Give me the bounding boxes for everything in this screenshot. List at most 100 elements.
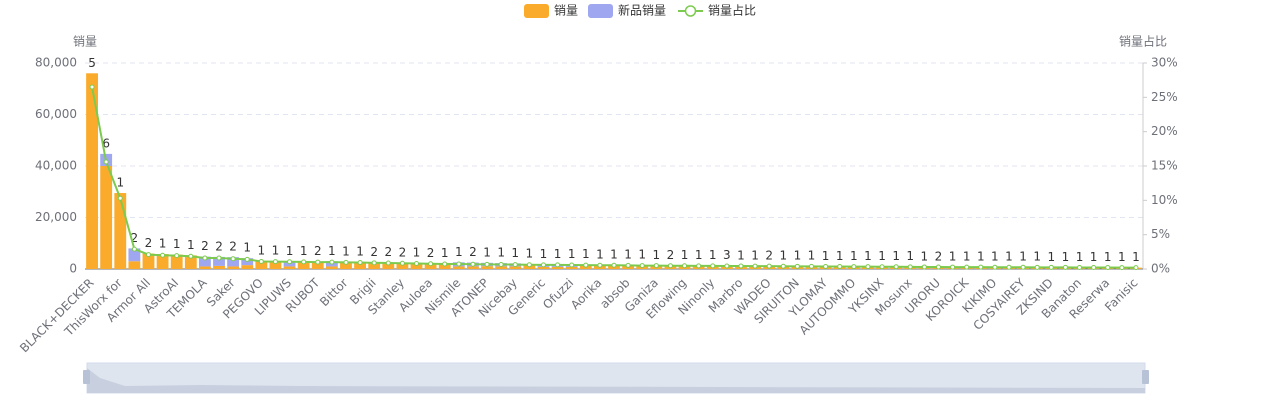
bar bbox=[170, 254, 183, 269]
bar-label: 1 bbox=[582, 247, 590, 261]
bar-label: 1 bbox=[779, 249, 787, 263]
bar bbox=[213, 256, 225, 266]
bar bbox=[213, 265, 225, 269]
line-point bbox=[287, 259, 293, 265]
bar-label: 1 bbox=[949, 249, 957, 263]
data-zoom[interactable] bbox=[83, 362, 1149, 394]
line-point bbox=[89, 84, 95, 90]
bar-label: 1 bbox=[624, 248, 632, 262]
line-point bbox=[837, 264, 843, 270]
line-point bbox=[301, 259, 307, 265]
line-point bbox=[456, 261, 462, 267]
line-point bbox=[1105, 265, 1111, 271]
line-point bbox=[272, 259, 278, 265]
bar bbox=[382, 262, 395, 269]
bar bbox=[227, 266, 240, 269]
y2-tick-label: 15% bbox=[1151, 159, 1178, 173]
bar-label: 1 bbox=[737, 248, 745, 262]
bar bbox=[368, 262, 381, 269]
line-point bbox=[145, 252, 151, 258]
line-point bbox=[1077, 264, 1083, 270]
bar bbox=[100, 166, 113, 269]
bar bbox=[311, 261, 324, 269]
line-point bbox=[1020, 264, 1026, 270]
bar-label: 1 bbox=[187, 238, 195, 252]
bar bbox=[198, 266, 211, 269]
bar-label: 1 bbox=[878, 249, 886, 263]
bar bbox=[509, 266, 522, 269]
bar bbox=[283, 266, 296, 269]
line-point bbox=[583, 262, 589, 268]
bar-label: 2 bbox=[427, 246, 435, 260]
bar-label: 1 bbox=[751, 248, 759, 262]
bar-label: 2 bbox=[399, 245, 407, 259]
bar-label: 2 bbox=[201, 239, 209, 253]
bar-label: 1 bbox=[836, 249, 844, 263]
bar-label: 1 bbox=[850, 249, 858, 263]
line-point bbox=[414, 261, 420, 267]
line-point bbox=[823, 263, 829, 269]
bar-label: 2 bbox=[935, 249, 943, 263]
bar-label: 3 bbox=[723, 248, 731, 262]
line-point bbox=[1048, 264, 1054, 270]
legend-label: 新品销量 bbox=[618, 3, 666, 18]
line-point bbox=[1006, 264, 1012, 270]
line-point bbox=[851, 264, 857, 270]
bar-label: 1 bbox=[342, 244, 350, 258]
bar-label: 1 bbox=[413, 246, 421, 260]
line-point bbox=[371, 260, 377, 266]
bar bbox=[410, 263, 423, 269]
bar-label: 1 bbox=[906, 249, 914, 263]
bar-label: 2 bbox=[370, 245, 378, 259]
legend-swatch bbox=[588, 4, 613, 18]
bar bbox=[354, 262, 367, 269]
bar-label: 1 bbox=[116, 176, 124, 190]
line-point bbox=[484, 261, 490, 267]
line-point bbox=[921, 264, 927, 270]
line-point bbox=[879, 264, 885, 270]
line-point bbox=[667, 263, 673, 269]
line-point bbox=[385, 260, 391, 266]
line-point bbox=[696, 263, 702, 269]
bar bbox=[467, 266, 479, 269]
bar bbox=[340, 261, 352, 269]
bar-label: 1 bbox=[568, 247, 576, 261]
line-point bbox=[907, 264, 913, 270]
line-point bbox=[1034, 264, 1040, 270]
line-point bbox=[117, 195, 123, 201]
line-point bbox=[244, 256, 250, 262]
bar-label: 2 bbox=[131, 231, 139, 245]
bar-label: 1 bbox=[356, 245, 364, 259]
zoom-handle[interactable] bbox=[83, 370, 90, 384]
bar-label: 1 bbox=[272, 244, 280, 258]
line-point bbox=[470, 261, 476, 267]
bar bbox=[551, 266, 564, 269]
y2-tick-label: 25% bbox=[1151, 90, 1178, 104]
bar-label: 1 bbox=[1047, 250, 1055, 264]
zoom-handle[interactable] bbox=[1142, 370, 1149, 384]
bar bbox=[241, 265, 254, 269]
bar-label: 2 bbox=[215, 239, 223, 253]
line-point bbox=[738, 263, 744, 269]
bar-label: 1 bbox=[709, 248, 717, 262]
y-tick-label: 60,000 bbox=[35, 107, 77, 121]
line-point bbox=[893, 264, 899, 270]
line-point bbox=[639, 263, 645, 269]
bar bbox=[156, 254, 169, 269]
line-point bbox=[794, 263, 800, 269]
bar-label: 2 bbox=[469, 245, 477, 259]
bar-label: 2 bbox=[229, 240, 237, 254]
bar-label: 1 bbox=[526, 247, 534, 261]
bar-label: 1 bbox=[483, 245, 491, 259]
line-point bbox=[555, 262, 561, 268]
y2-tick-label: 10% bbox=[1151, 193, 1178, 207]
line-point bbox=[1062, 264, 1068, 270]
bar-label: 1 bbox=[977, 250, 985, 264]
bar-label: 2 bbox=[765, 248, 773, 262]
bar-label: 1 bbox=[921, 249, 929, 263]
bar-label: 1 bbox=[286, 244, 294, 258]
y-tick-label: 20,000 bbox=[35, 210, 77, 224]
line-point bbox=[935, 264, 941, 270]
bar bbox=[481, 266, 493, 269]
line-point bbox=[964, 264, 970, 270]
